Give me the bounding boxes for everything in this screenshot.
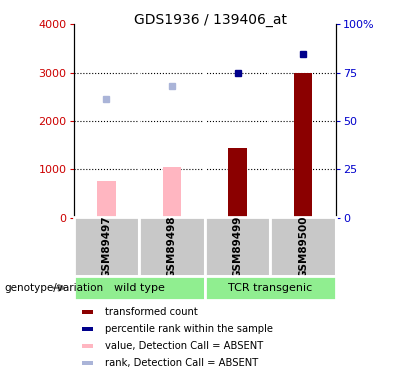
Text: rank, Detection Call = ABSENT: rank, Detection Call = ABSENT: [105, 358, 259, 368]
Bar: [139, 217, 205, 276]
Text: GSM89500: GSM89500: [298, 215, 308, 278]
Text: value, Detection Call = ABSENT: value, Detection Call = ABSENT: [105, 341, 264, 351]
Bar: [205, 276, 336, 300]
Text: transformed count: transformed count: [105, 307, 198, 317]
Bar: [82, 327, 93, 331]
Bar: [228, 148, 247, 217]
Text: genotype/variation: genotype/variation: [4, 283, 103, 293]
Bar: [74, 217, 139, 276]
Text: GSM89497: GSM89497: [101, 215, 111, 278]
Bar: [97, 181, 116, 218]
Bar: [163, 167, 181, 218]
Text: percentile rank within the sample: percentile rank within the sample: [105, 324, 273, 334]
Bar: [205, 217, 270, 276]
Bar: [74, 276, 205, 300]
Bar: [294, 73, 312, 217]
Text: GSM89499: GSM89499: [233, 215, 243, 278]
Bar: [270, 217, 336, 276]
Bar: [82, 310, 93, 314]
Text: GDS1936 / 139406_at: GDS1936 / 139406_at: [134, 13, 286, 27]
Bar: [82, 344, 93, 348]
Text: wild type: wild type: [114, 283, 165, 293]
Text: TCR transgenic: TCR transgenic: [228, 283, 312, 293]
Bar: [82, 361, 93, 364]
Text: GSM89498: GSM89498: [167, 215, 177, 278]
